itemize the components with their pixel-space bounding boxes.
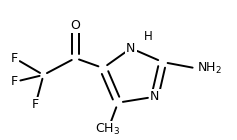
Text: H: H xyxy=(143,30,152,43)
Text: CH$_3$: CH$_3$ xyxy=(96,122,121,137)
Text: NH$_2$: NH$_2$ xyxy=(196,60,222,76)
Text: F: F xyxy=(11,75,18,88)
Text: O: O xyxy=(70,19,80,32)
Text: N: N xyxy=(126,42,136,55)
Text: N: N xyxy=(150,90,160,103)
Text: F: F xyxy=(32,98,39,111)
Text: F: F xyxy=(11,52,18,65)
